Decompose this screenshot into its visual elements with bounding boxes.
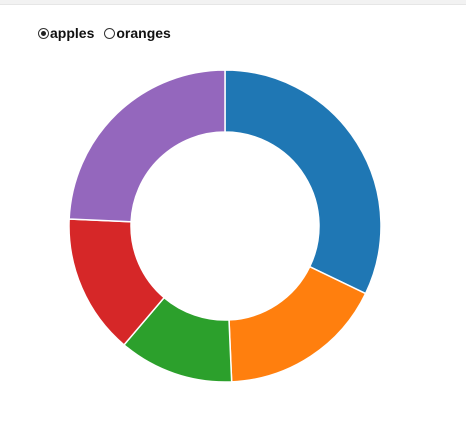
radio-option-oranges[interactable]: oranges bbox=[104, 25, 171, 41]
dataset-selector: apples oranges bbox=[38, 25, 181, 41]
donut-slice-1[interactable] bbox=[224, 69, 382, 295]
radio-option-apples[interactable]: apples bbox=[38, 25, 94, 41]
donut-slice-5[interactable] bbox=[68, 69, 226, 223]
donut-slices bbox=[68, 69, 382, 383]
radio-button-oranges[interactable] bbox=[104, 27, 116, 39]
radio-label-apples: apples bbox=[50, 25, 95, 41]
radio-label-oranges: oranges bbox=[116, 25, 171, 41]
radio-button-apples[interactable] bbox=[38, 27, 49, 39]
donut-slice-2[interactable] bbox=[228, 265, 367, 383]
window-top-strip bbox=[0, 0, 466, 5]
